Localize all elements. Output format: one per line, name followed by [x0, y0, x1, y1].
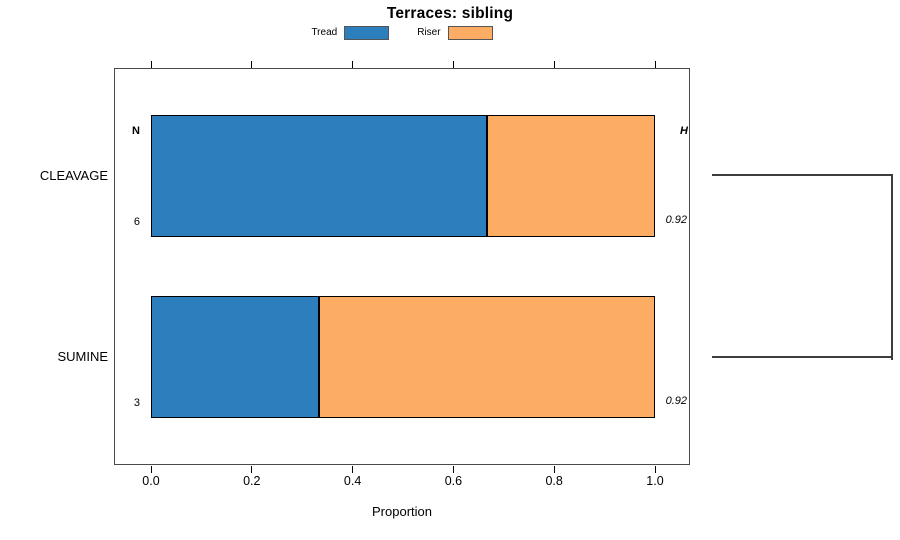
bar-row-sumine — [151, 296, 655, 418]
legend-item-tread: Tread — [311, 26, 390, 40]
dendrogram-branch-top — [712, 174, 893, 176]
bar-segment-tread — [151, 296, 319, 418]
category-label-cleavage: CLEAVAGE — [39, 168, 108, 183]
bar-row-cleavage — [151, 115, 655, 237]
legend-swatch-tread — [344, 26, 390, 40]
legend-item-riser: Riser — [417, 26, 493, 40]
category-label-sumine: SUMINE — [57, 349, 108, 364]
h-value: 0.92 — [665, 214, 687, 226]
n-value: 3 — [133, 397, 140, 409]
x-axis-tick-label: 0.6 — [444, 474, 463, 488]
h-column-header: H — [680, 125, 688, 137]
x-axis-tick-label: 0.2 — [243, 474, 261, 488]
dendrogram-join — [891, 174, 893, 360]
plot-area — [114, 68, 690, 465]
x-axis-tick-label: 0.0 — [142, 474, 160, 488]
legend: Tread Riser — [114, 25, 690, 41]
x-axis-top-tick — [352, 61, 354, 68]
n-value: 6 — [133, 216, 140, 228]
x-axis-bottom-tick — [251, 466, 253, 473]
x-axis-top-tick — [251, 61, 253, 68]
x-axis-bottom-tick — [654, 466, 656, 473]
legend-swatch-riser — [447, 26, 493, 40]
h-value: 0.92 — [665, 395, 687, 407]
bar-segment-riser — [487, 115, 655, 237]
chart-title: Terraces: sibling — [386, 5, 514, 22]
x-axis-top-tick — [654, 61, 656, 68]
x-axis-top-tick — [553, 61, 555, 68]
x-axis-top-tick — [150, 61, 152, 68]
x-axis-tick-label: 0.4 — [343, 474, 362, 488]
x-axis-bottom-tick — [150, 466, 152, 473]
n-column-header: N — [132, 125, 140, 137]
dendrogram-branch-bottom — [712, 356, 893, 358]
x-axis-tick-label: 1.0 — [646, 474, 664, 488]
legend-label-tread: Tread — [311, 27, 338, 38]
x-axis-tick-label: 0.8 — [545, 474, 563, 488]
x-axis-bottom-tick — [553, 466, 555, 473]
x-axis-label: Proportion — [372, 504, 432, 519]
x-axis-bottom-tick — [452, 466, 454, 473]
bar-segment-tread — [151, 115, 488, 237]
bar-segment-riser — [318, 296, 655, 418]
x-axis-bottom-tick — [352, 466, 354, 473]
legend-label-riser: Riser — [417, 27, 441, 38]
x-axis-top-tick — [452, 61, 454, 68]
